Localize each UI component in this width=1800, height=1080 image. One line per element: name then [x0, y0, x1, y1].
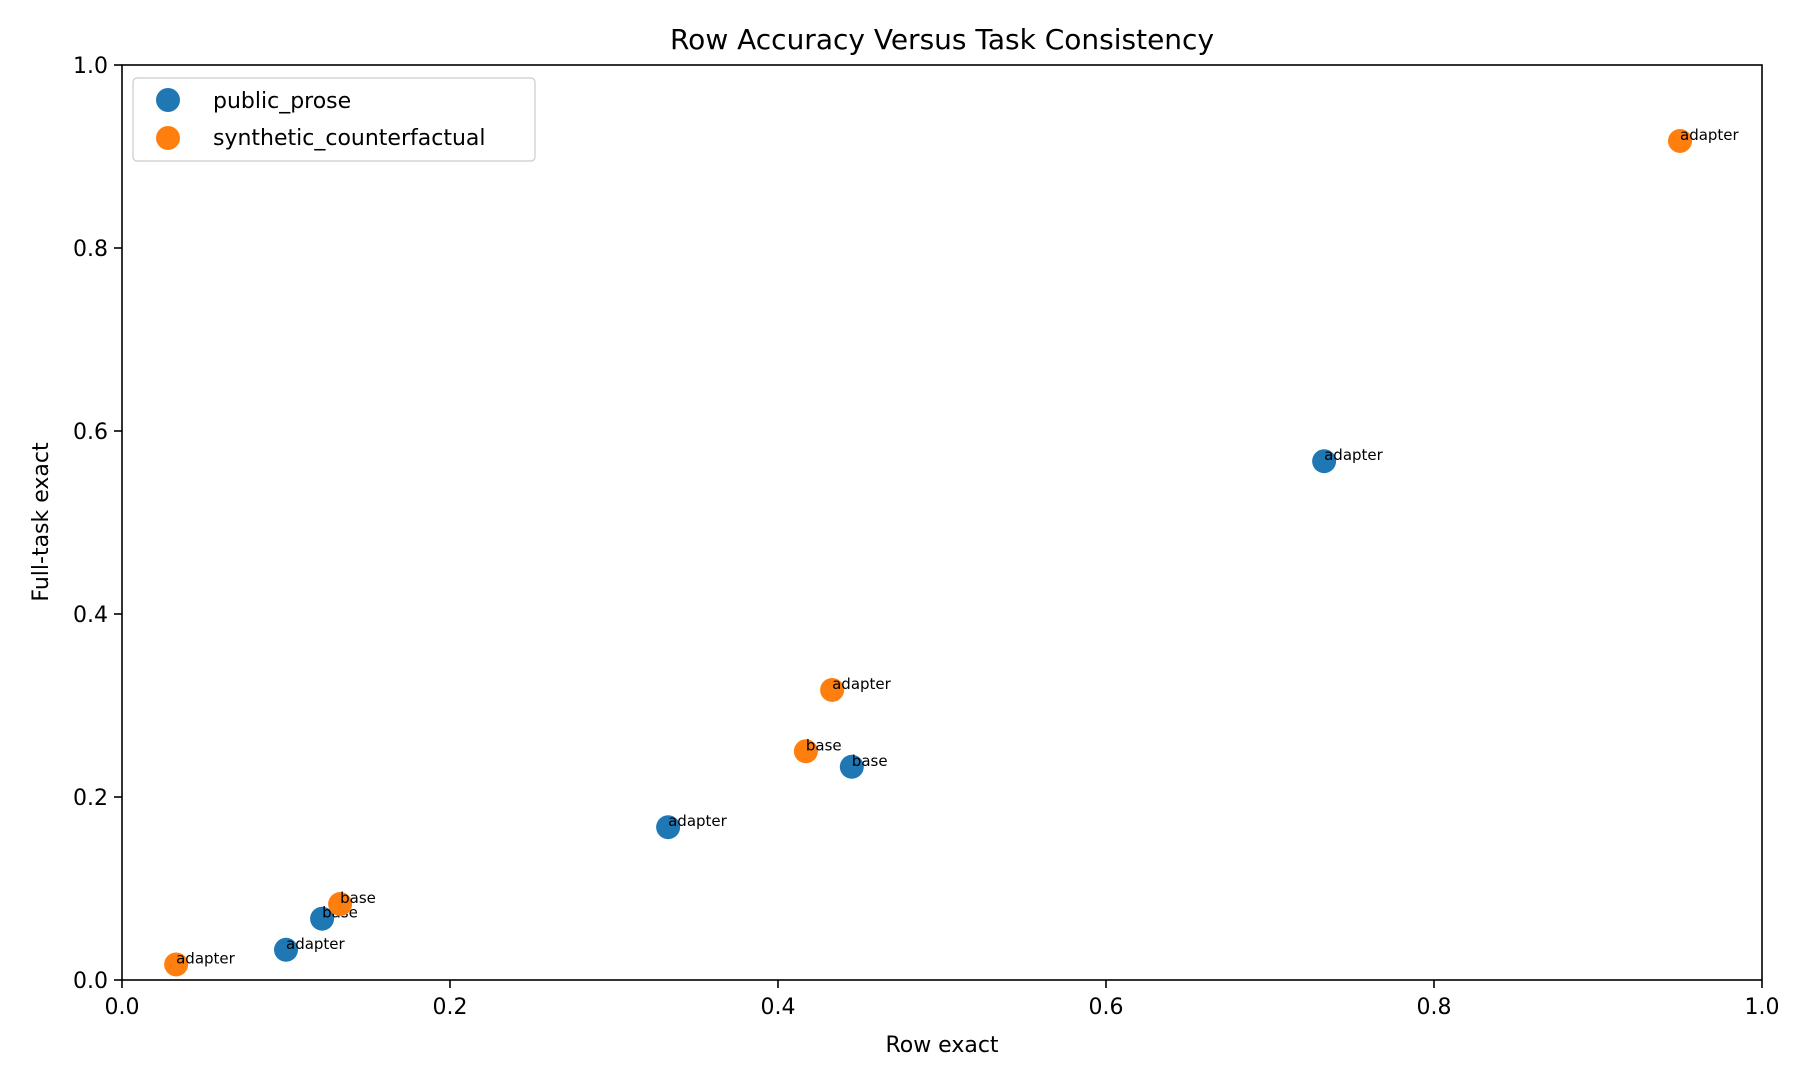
legend-label-synthetic-counterfactual: synthetic_counterfactual [213, 126, 486, 151]
y-axis-title: Full-task exact [29, 442, 54, 602]
x-tick-label: 0.8 [1417, 995, 1452, 1020]
y-tick-label: 0.0 [73, 969, 108, 994]
legend: public_prose synthetic_counterfactual [132, 77, 536, 162]
legend-label-public-prose: public_prose [213, 89, 351, 114]
y-tick-label: 0.4 [73, 603, 108, 628]
x-tick-label: 0.4 [761, 995, 796, 1020]
scatter-point [1668, 128, 1692, 153]
legend-marker-public-prose [156, 88, 180, 112]
y-tick-label: 0.2 [73, 786, 108, 811]
y-axis: 0.0 0.2 0.4 0.6 0.8 1.0 [73, 54, 122, 994]
scatter-point [164, 952, 189, 977]
scatter-point [274, 937, 298, 962]
scatter-point [793, 739, 818, 764]
chart-title: Row Accuracy Versus Task Consistency [670, 23, 1214, 56]
y-tick-label: 1.0 [73, 54, 108, 79]
scatter-point [328, 892, 353, 917]
point-label: adapter [1324, 446, 1384, 464]
plot-frame [121, 64, 1763, 981]
legend-marker-synthetic-counterfactual [156, 126, 180, 150]
scatter-point [839, 754, 864, 779]
point-label: adapter [1680, 126, 1740, 144]
y-tick-label: 0.8 [73, 237, 108, 262]
y-tick-label: 0.6 [73, 420, 108, 445]
scatter-point [310, 906, 335, 931]
scatter-point [656, 815, 681, 840]
scatter-point [820, 677, 845, 702]
x-tick-label: 0.6 [1089, 995, 1124, 1020]
point-label: adapter [832, 675, 892, 693]
points-layer: adapter base adapter base adapter adapter adap… [164, 126, 1740, 977]
point-label: base [340, 889, 376, 907]
x-tick-label: 1.0 [1745, 995, 1780, 1020]
scatter-point [1312, 449, 1337, 474]
x-tick-label: 0.2 [433, 995, 468, 1020]
x-axis: 0.0 0.2 0.4 0.6 0.8 1.0 [105, 980, 1780, 1020]
point-label: base [806, 736, 842, 754]
point-label: adapter [286, 935, 346, 953]
x-axis-title: Row exact [885, 1033, 998, 1058]
point-label: base [852, 752, 888, 770]
legend-frame [132, 77, 536, 162]
point-label: adapter [668, 812, 728, 830]
point-label: adapter [176, 949, 236, 967]
x-tick-label: 0.0 [105, 995, 140, 1020]
